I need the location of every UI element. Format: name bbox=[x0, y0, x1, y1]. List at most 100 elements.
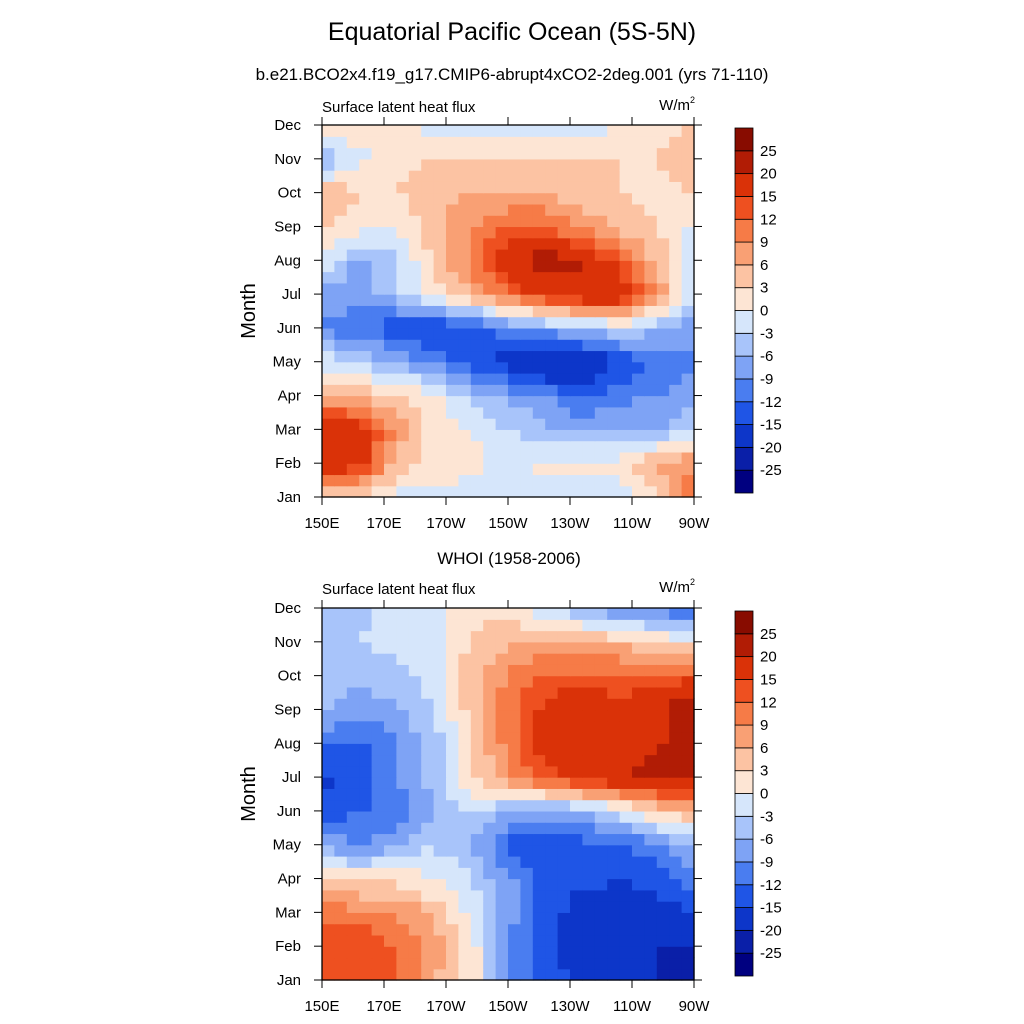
heatmap-cell bbox=[619, 698, 633, 711]
heatmap-cell bbox=[483, 720, 497, 733]
heatmap-cell bbox=[545, 856, 559, 868]
heatmap-cell bbox=[532, 485, 546, 498]
heatmap-cell bbox=[508, 743, 521, 756]
heatmap-cell bbox=[545, 878, 559, 891]
heatmap-cell bbox=[322, 215, 335, 228]
heatmap-cell bbox=[619, 361, 633, 374]
panel-title: WHOI (1958-2006) bbox=[437, 549, 581, 568]
heatmap-cell bbox=[644, 912, 658, 925]
heatmap-cell bbox=[619, 675, 633, 688]
heatmap-cell bbox=[433, 339, 447, 352]
heatmap-cell bbox=[532, 406, 546, 419]
heatmap-cell bbox=[681, 203, 695, 216]
heatmap-cell bbox=[458, 294, 472, 306]
heatmap-cell bbox=[346, 709, 360, 722]
heatmap-cell bbox=[532, 158, 546, 171]
colorbar-label: 15 bbox=[760, 671, 777, 688]
heatmap-cell bbox=[396, 934, 410, 947]
heatmap-cell bbox=[557, 418, 571, 430]
heatmap-cell bbox=[483, 125, 497, 137]
heatmap-cell bbox=[570, 867, 583, 880]
heatmap-cell bbox=[408, 474, 422, 487]
heatmap-cell bbox=[669, 934, 683, 947]
heatmap-cell bbox=[421, 440, 435, 453]
heatmap-cell bbox=[619, 912, 633, 925]
heatmap-cell bbox=[532, 136, 546, 149]
heatmap-cell bbox=[644, 451, 658, 464]
heatmap-cell bbox=[458, 451, 472, 464]
heatmap-cell bbox=[495, 698, 509, 711]
heatmap-cell bbox=[433, 170, 447, 182]
heatmap-cell bbox=[384, 260, 397, 273]
heatmap-cell bbox=[421, 406, 435, 419]
heatmap-cell bbox=[408, 395, 422, 408]
heatmap-cell bbox=[632, 732, 645, 744]
heatmap-cell bbox=[384, 463, 397, 476]
heatmap-cell bbox=[520, 934, 534, 947]
heatmap-cell bbox=[681, 946, 695, 959]
heatmap-cell bbox=[371, 215, 385, 228]
heatmap-cell bbox=[557, 271, 571, 284]
heatmap-cell bbox=[508, 463, 521, 476]
heatmap-cell bbox=[495, 619, 509, 632]
heatmap-cell bbox=[669, 720, 683, 733]
heatmap-cell bbox=[458, 833, 472, 846]
heatmap-cell bbox=[371, 889, 385, 902]
y-tick-label: Mar bbox=[275, 421, 301, 438]
y-tick-label: May bbox=[273, 837, 302, 854]
heatmap-cell bbox=[346, 765, 360, 778]
heatmap-cell bbox=[632, 463, 645, 476]
heatmap-cell bbox=[346, 732, 360, 744]
heatmap-cell bbox=[408, 192, 422, 205]
heatmap-cell bbox=[594, 754, 608, 767]
heatmap-cell bbox=[371, 485, 385, 498]
heatmap-cell bbox=[607, 215, 621, 228]
heatmap-cell bbox=[322, 889, 335, 902]
heatmap-cell bbox=[520, 889, 534, 902]
heatmap-cell bbox=[557, 226, 571, 239]
heatmap-cell bbox=[470, 889, 484, 902]
heatmap-cell bbox=[458, 619, 472, 632]
heatmap-cell bbox=[656, 260, 670, 273]
x-tick-label: 110W bbox=[613, 998, 652, 1015]
heatmap-cell bbox=[408, 350, 422, 363]
heatmap-cell bbox=[446, 305, 459, 318]
heatmap-cell bbox=[396, 316, 410, 329]
y-tick-label: Nov bbox=[274, 634, 301, 651]
heatmap-cell bbox=[396, 418, 410, 430]
heatmap-cell bbox=[458, 282, 472, 295]
heatmap-cell bbox=[433, 429, 447, 442]
heatmap-cell bbox=[396, 305, 410, 318]
heatmap-cell bbox=[408, 675, 422, 688]
heatmap-cell bbox=[632, 282, 645, 295]
heatmap-cell bbox=[632, 418, 645, 430]
heatmap-cell bbox=[483, 451, 497, 464]
heatmap-cell bbox=[607, 777, 621, 789]
heatmap-cell bbox=[334, 249, 348, 261]
heatmap-cell bbox=[594, 901, 608, 913]
heatmap-cell bbox=[545, 732, 559, 744]
heatmap-cell bbox=[607, 485, 621, 498]
heatmap-cell bbox=[322, 192, 335, 205]
colorbar-swatch bbox=[734, 469, 754, 494]
heatmap-cell bbox=[470, 237, 484, 250]
heatmap-cell bbox=[359, 720, 373, 733]
heatmap-cell bbox=[446, 957, 459, 970]
heatmap-cell bbox=[644, 822, 658, 835]
heatmap-cell bbox=[483, 754, 497, 767]
heatmap-cell bbox=[446, 732, 459, 744]
heatmap-cell bbox=[396, 125, 410, 137]
heatmap-cell bbox=[557, 136, 571, 149]
heatmap-cell bbox=[322, 305, 335, 318]
heatmap-cell bbox=[346, 833, 360, 846]
heatmap-cell bbox=[483, 395, 497, 408]
heatmap-cell bbox=[669, 743, 683, 756]
heatmap-cell bbox=[495, 485, 509, 498]
heatmap-cell bbox=[371, 675, 385, 688]
heatmap-cell bbox=[681, 608, 695, 620]
heatmap-cell bbox=[322, 912, 335, 925]
heatmap-cell bbox=[384, 856, 397, 868]
heatmap-cell bbox=[570, 226, 583, 239]
heatmap-cell bbox=[582, 237, 596, 250]
heatmap-cell bbox=[607, 754, 621, 767]
